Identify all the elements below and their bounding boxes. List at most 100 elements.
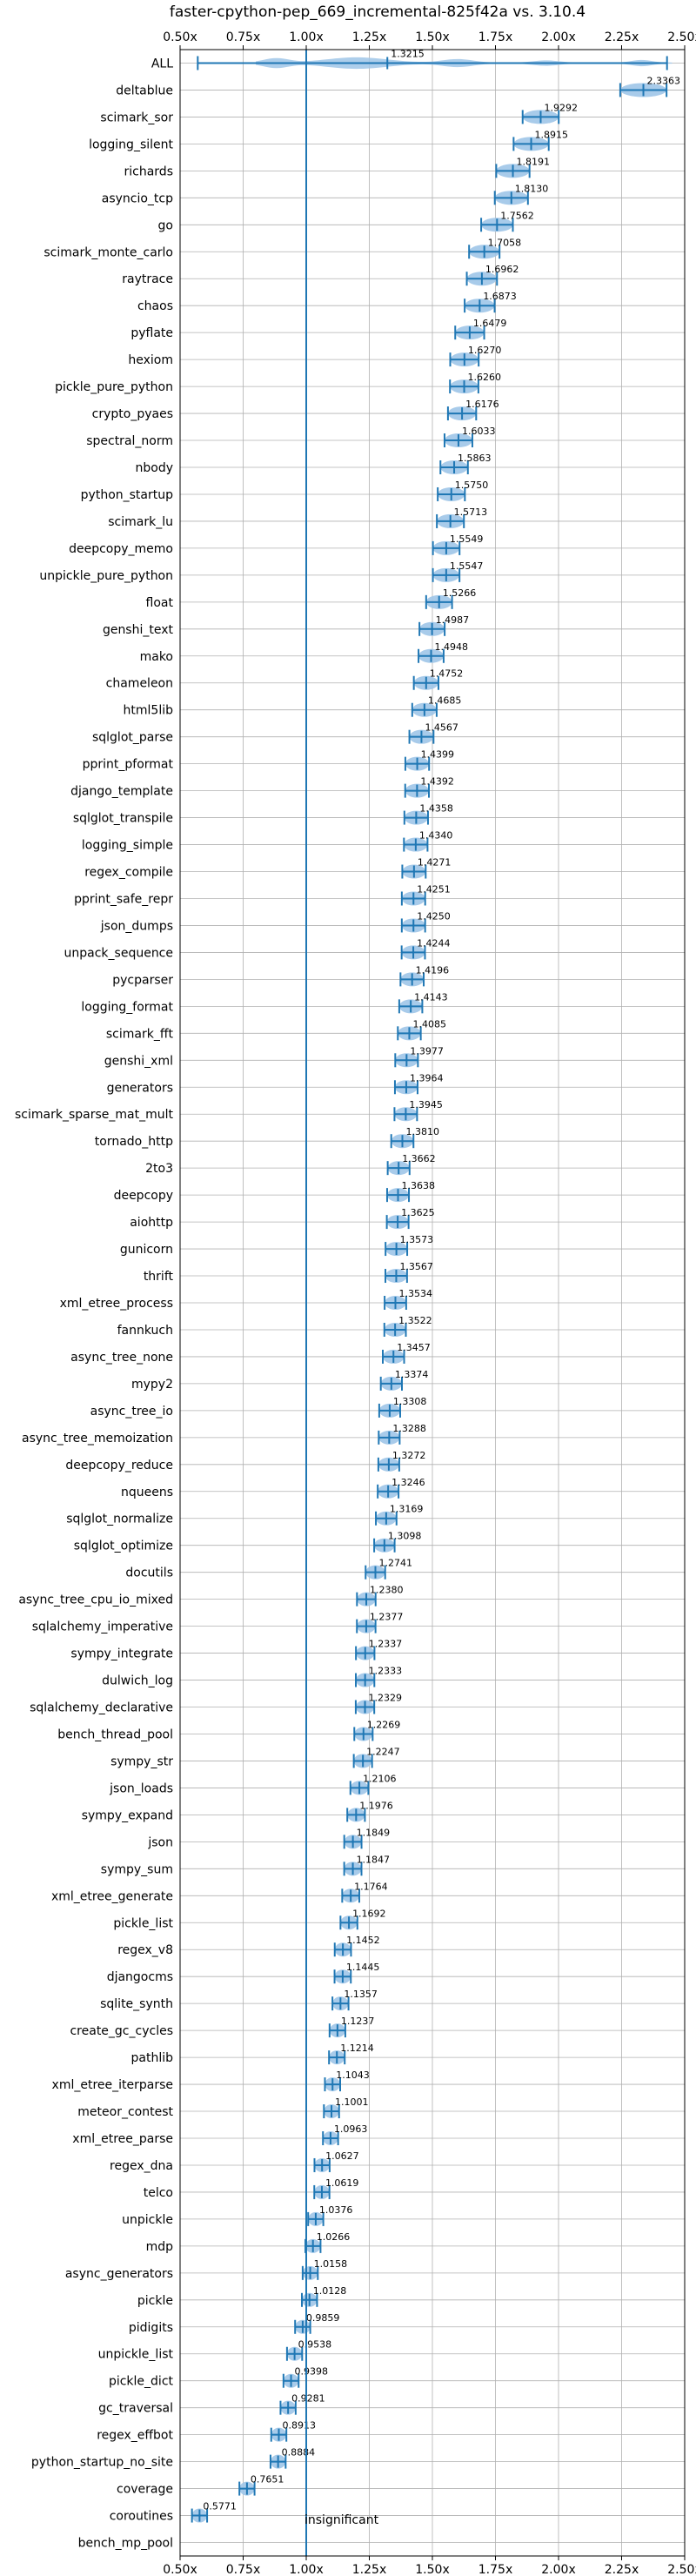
benchmark-violin: 1.0128	[301, 2285, 346, 2307]
benchmark-label: nbody	[136, 461, 174, 475]
x-tick-label-top: 1.25x	[352, 30, 386, 44]
benchmark-violin: 1.5549	[432, 533, 483, 555]
benchmark-violin: 1.7562	[480, 210, 534, 232]
benchmark-label: async_tree_none	[70, 1351, 173, 1365]
benchmark-violin: 1.4685	[411, 695, 461, 717]
value-label: 2.3363	[647, 75, 681, 86]
benchmark-label: sympy_expand	[82, 1808, 173, 1822]
value-label: 1.3625	[401, 1207, 435, 1218]
x-tick-label-bottom: 1.75x	[478, 2563, 512, 2576]
value-label: 1.6176	[465, 399, 499, 410]
value-label: 1.6260	[468, 372, 502, 383]
benchmark-label: pycparser	[112, 973, 173, 987]
value-label: 0.5771	[203, 2501, 237, 2512]
benchmark-violin: 1.2741	[365, 1558, 412, 1580]
value-label: 1.5266	[443, 587, 477, 599]
benchmark-label: unpickle_list	[98, 2348, 174, 2362]
benchmark-violin: 1.6873	[464, 291, 517, 313]
benchmark-violin: 1.3272	[377, 1450, 426, 1472]
benchmark-violin: 1.3246	[377, 1477, 425, 1499]
benchmark-label: pprint_safe_repr	[74, 892, 173, 906]
benchmark-label: aiohttp	[130, 1216, 173, 1230]
label-layer: ALL deltablue scimark_sor logging_silentric…	[15, 50, 307, 2556]
value-label: 1.3272	[392, 1450, 426, 1461]
benchmark-violin: 1.3567	[385, 1261, 433, 1284]
x-tick-label-bottom: 0.50x	[163, 2563, 197, 2576]
benchmark-label: mdp	[146, 2240, 174, 2254]
benchmark-label: gunicorn	[120, 1243, 173, 1257]
benchmark-label: async_generators	[65, 2267, 173, 2281]
value-label: 1.4251	[417, 883, 451, 895]
benchmark-violin: 1.6033	[443, 426, 495, 448]
value-label: 1.5863	[458, 453, 492, 464]
benchmark-label: meteor_contest	[77, 2105, 173, 2119]
benchmark-label: pidigits	[129, 2321, 173, 2335]
benchmark-label: pathlib	[131, 2051, 174, 2065]
value-label: 1.3215	[391, 48, 425, 59]
benchmark-label: deltablue	[116, 84, 173, 97]
benchmark-violin: 1.2106	[349, 1773, 397, 1795]
benchmark-label: pyflate	[130, 326, 173, 340]
benchmark-violin: 1.8191	[495, 156, 550, 178]
value-label: 1.5750	[455, 480, 489, 491]
benchmark-violin: 0.5771	[191, 2501, 237, 2523]
benchmark-violin: 1.2337	[355, 1639, 402, 1660]
value-label: 1.3638	[402, 1180, 436, 1191]
benchmark-violin: 1.3662	[386, 1153, 436, 1176]
benchmark-label: xml_etree_generate	[51, 1889, 173, 1903]
value-label: 1.3246	[392, 1477, 425, 1488]
benchmark-violin: 1.5750	[437, 480, 489, 501]
benchmark-violin: 1.0619	[313, 2177, 358, 2199]
value-label: 1.4987	[436, 614, 470, 626]
benchmark-violin: 1.0376	[307, 2204, 352, 2226]
benchmark-label: xml_etree_parse	[72, 2132, 173, 2146]
benchmark-violin: 1.5863	[439, 453, 492, 474]
benchmark-label: pickle_dict	[109, 2375, 174, 2389]
value-label: 1.8130	[515, 183, 549, 194]
benchmark-violin: 1.3288	[378, 1423, 426, 1445]
benchmark-violin: 1.1001	[323, 2096, 369, 2119]
benchmark-label: docutils	[125, 1566, 173, 1580]
benchmark-label: hexiom	[128, 353, 173, 367]
benchmark-label: telco	[144, 2186, 173, 2200]
benchmark-label: logging_silent	[89, 138, 173, 151]
value-label: 1.2106	[363, 1773, 397, 1784]
benchmark-violin: 1.6479	[454, 318, 506, 340]
value-label: 1.4143	[414, 991, 447, 1003]
benchmark-label: generators	[107, 1081, 173, 1095]
benchmark-violin: 1.1692	[339, 1908, 386, 1930]
benchmark-violin: 1.4251	[400, 883, 451, 906]
benchmark-label: crypto_pyaes	[92, 407, 173, 421]
value-label: 1.3567	[399, 1261, 433, 1272]
benchmark-label: unpickle_pure_python	[39, 569, 173, 583]
benchmark-label: djangocms	[107, 1970, 173, 1984]
benchmark-label: raytrace	[122, 272, 173, 286]
benchmark-label: sympy_sum	[101, 1862, 173, 1876]
chart-title: faster-cpython-pep_669_incremental-825f4…	[170, 3, 586, 21]
value-label: 1.9292	[544, 102, 578, 113]
value-label: 1.4752	[430, 668, 463, 680]
benchmark-violin: 1.4143	[398, 991, 448, 1014]
benchmark-violin: 0.8913	[270, 2420, 316, 2442]
value-label: 1.1357	[344, 1989, 378, 2000]
benchmark-label: regex_compile	[84, 866, 173, 880]
value-label: 1.7058	[488, 237, 522, 248]
value-label: 1.0158	[314, 2258, 348, 2270]
value-label: 1.4948	[434, 641, 468, 653]
value-label: 1.4567	[425, 722, 458, 734]
benchmark-label: unpack_sequence	[64, 946, 173, 960]
benchmark-label: fannkuch	[117, 1324, 173, 1338]
benchmark-label: genshi_text	[103, 623, 174, 637]
benchmark-label: nqueens	[121, 1486, 173, 1499]
value-label: 1.3662	[402, 1153, 436, 1164]
value-label: 0.8884	[282, 2447, 316, 2459]
benchmark-violin: 0.9859	[294, 2312, 339, 2334]
benchmark-violin: 1.1445	[333, 1962, 379, 1984]
benchmark-label: async_tree_memoization	[22, 1432, 173, 1446]
benchmark-label: xml_etree_iterparse	[52, 2078, 173, 2092]
benchmark-violin: 1.3945	[393, 1099, 443, 1122]
value-label: 1.4399	[421, 749, 455, 761]
benchmark-violin: 1.4085	[397, 1018, 446, 1041]
benchmark-violin: 1.1357	[331, 1989, 378, 2011]
benchmark-label: scimark_sor	[100, 111, 173, 124]
